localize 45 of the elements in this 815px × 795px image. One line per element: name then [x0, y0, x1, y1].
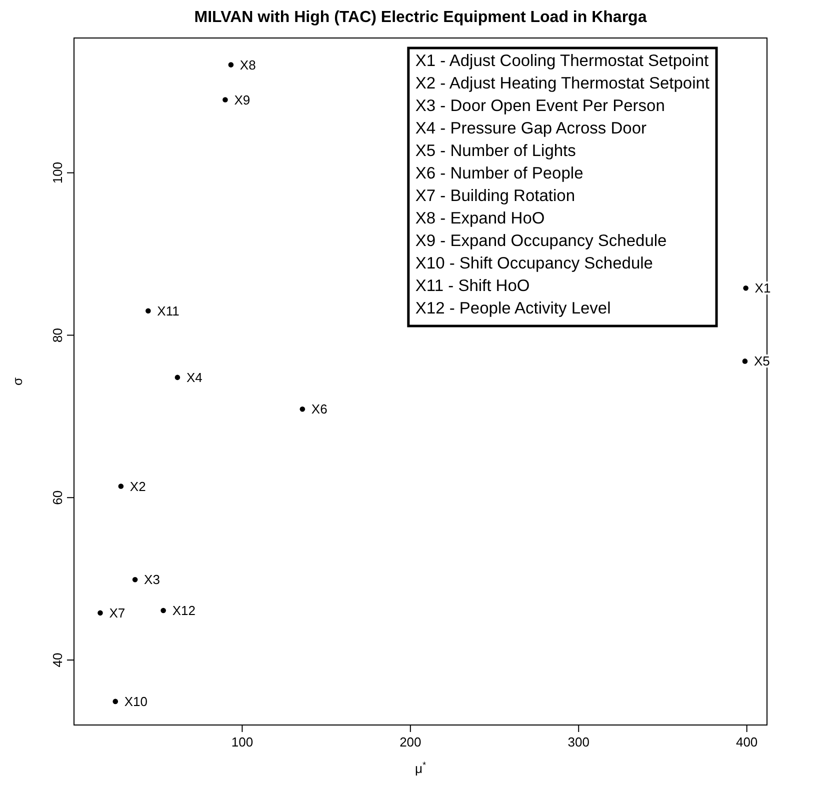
annotation: X11 - Shift HoO — [415, 277, 530, 295]
chart-title: MILVAN with High (TAC) Electric Equipment Load in Kharga — [194, 9, 647, 26]
y-axis-title: σ — [10, 377, 25, 386]
point — [228, 62, 234, 68]
x-tick-label: 100 — [231, 734, 254, 750]
annotation: X12 — [172, 603, 196, 618]
x-tick-label: 200 — [400, 734, 422, 750]
annotation: X2 — [130, 478, 146, 494]
annotation: X9 — [234, 92, 250, 108]
point — [743, 285, 748, 291]
annotation: X3 - Door Open Event Per Person — [415, 97, 665, 115]
point — [160, 608, 166, 614]
x-tick-label: 300 — [568, 734, 590, 750]
annotation: X8 — [240, 57, 256, 72]
point — [222, 97, 228, 102]
annotation: X12 - People Activity Level — [415, 300, 611, 318]
point — [118, 484, 124, 489]
y-tick-label: 100 — [50, 162, 65, 184]
point — [98, 610, 103, 616]
annotation: X11 — [157, 303, 180, 318]
y-tick-label: 80 — [50, 328, 65, 342]
y-tick-label: 60 — [50, 490, 65, 505]
annotation: X4 — [186, 370, 202, 385]
annotation: X4 - Pressure Gap Across Door — [415, 120, 647, 138]
annotation: X6 - Number of People — [415, 164, 584, 182]
annotation: X1 - Adjust Cooling Thermostat Setpoint — [415, 52, 710, 70]
point — [112, 698, 118, 704]
point — [300, 406, 306, 412]
annotation: X3 — [144, 572, 160, 588]
point — [174, 374, 180, 380]
annotation: X10 — [124, 694, 148, 709]
annotation: X2 - Adjust Heating Thermostat Setpoint — [415, 74, 710, 92]
annotation: X6 — [311, 402, 328, 417]
point — [132, 577, 138, 582]
annotation: X8 - Expand HoO — [415, 210, 545, 228]
annotation: X5 - Number of Lights — [415, 142, 576, 160]
y-tick-label: 40 — [50, 652, 65, 668]
annotation: X9 - Expand Occupancy Schedule — [415, 232, 667, 250]
x-axis-title: μ$^{*}$ — [414, 760, 426, 776]
point — [146, 308, 151, 314]
x-tick-label: 400 — [736, 734, 758, 750]
point — [742, 358, 748, 364]
annotation: X10 - Shift Occupancy Schedule — [415, 254, 653, 272]
annotation: X7 - Building Rotation — [415, 187, 576, 205]
annotation: X7 — [109, 605, 126, 620]
